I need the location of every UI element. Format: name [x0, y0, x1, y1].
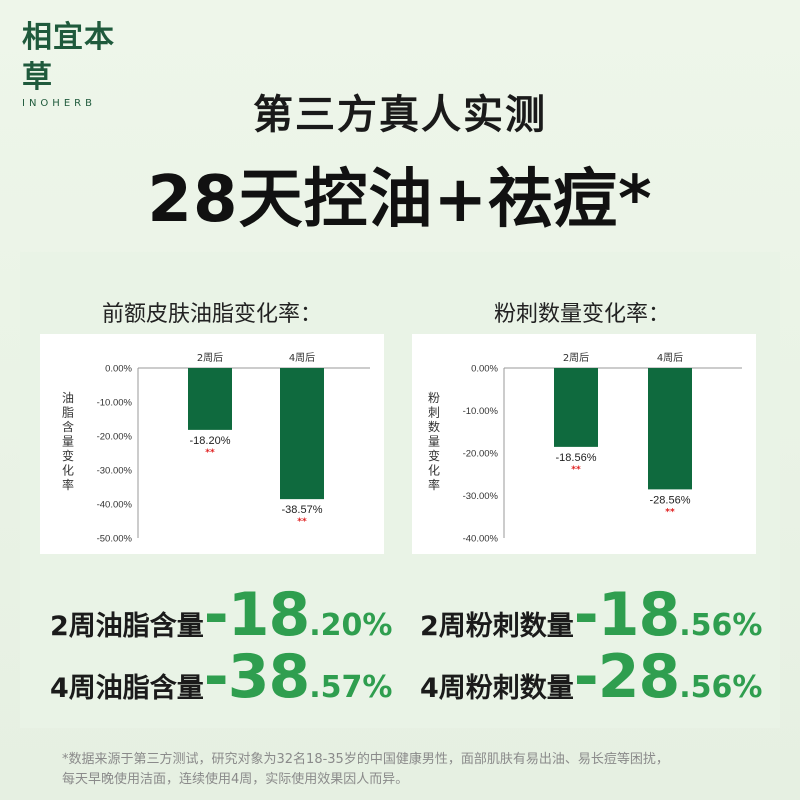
category-label: 4周后	[657, 352, 683, 364]
y-tick-label: -40.00%	[463, 534, 499, 545]
y-tick-label: -10.00%	[463, 406, 499, 417]
significance-mark: **	[571, 465, 581, 475]
brand-name-en: INOHERB	[22, 98, 96, 109]
headline-title: 28天控油+祛痘*	[147, 163, 653, 237]
stat-value-small: .57%	[309, 670, 393, 705]
stat-value-small: .56%	[679, 608, 763, 643]
y-axis-label-char: 率	[62, 477, 74, 492]
stat-label: 4周粉刺数量	[420, 673, 574, 704]
y-axis-label-char: 变	[62, 448, 74, 463]
acne-chart-title: 粉刺数量变化率：	[494, 302, 671, 327]
stat-oil-4w: 4周油脂含量 -38 .57%	[50, 642, 392, 712]
category-label: 2周后	[197, 352, 223, 364]
y-axis-label-char: 化	[62, 464, 74, 478]
y-axis-label-char: 量	[428, 435, 440, 449]
stat-label: 2周油脂含量	[50, 611, 204, 642]
data-label: -18.56%	[556, 452, 597, 464]
y-axis-label-char: 数	[428, 419, 440, 434]
stat-value-small: .56%	[679, 670, 763, 705]
significance-mark: **	[205, 448, 215, 458]
stat-acne-2w: 2周粉刺数量 -18 .56%	[420, 580, 762, 650]
acne-chart-svg: 0.00% -10.00% -20.00% -30.00% -40.00% 粉刺数量变化率…	[428, 352, 742, 545]
stat-acne-4w: 4周粉刺数量 -28 .56%	[420, 642, 762, 712]
bar	[188, 368, 232, 430]
y-tick-label: -30.00%	[463, 491, 499, 502]
footnote-line-1: *数据来源于第三方测试，研究对象为32名18-35岁的中国健康男性，面部肌肤有易…	[62, 752, 669, 767]
data-label: -38.57%	[282, 504, 323, 516]
bar	[648, 368, 692, 490]
headline-subtitle: 第三方真人实测	[253, 92, 547, 138]
y-tick-label: -20.00%	[97, 432, 133, 443]
brand-name-cn: 相宜本草	[22, 20, 115, 95]
bar	[280, 368, 324, 500]
y-tick-label: -40.00%	[97, 500, 133, 511]
stat-oil-2w: 2周油脂含量 -18 .20%	[50, 580, 392, 650]
footnote: *数据来源于第三方测试，研究对象为32名18-35岁的中国健康男性，面部肌肤有易…	[62, 750, 762, 790]
stat-value-big: -18	[203, 580, 310, 650]
y-tick-label: -50.00%	[97, 534, 133, 545]
y-axis-label-char: 化	[428, 464, 440, 478]
footnote-line-2: 每天早晚使用洁面，连续使用4周，实际使用效果因人而异。	[62, 772, 409, 787]
data-label: -28.56%	[650, 494, 691, 506]
y-axis-label-char: 脂	[62, 405, 74, 420]
significance-mark: **	[665, 507, 675, 517]
stat-value-big: -18	[573, 580, 680, 650]
y-axis-label-char: 刺	[428, 406, 440, 420]
oil-chart-svg: 0.00% -10.00% -20.00% -30.00% -40.00% -50.00%…	[62, 352, 370, 545]
y-tick-label: 0.00%	[105, 364, 132, 375]
stat-value-big: -28	[573, 642, 680, 712]
y-tick-label: 0.00%	[471, 364, 498, 375]
bar	[554, 368, 598, 447]
data-label: -18.20%	[190, 435, 231, 447]
y-tick-label: -30.00%	[97, 466, 133, 477]
y-axis-label-char: 变	[428, 448, 440, 463]
y-axis-label-char: 粉	[428, 391, 440, 405]
brand-logo: 相宜本草 INOHERB	[22, 18, 142, 109]
oil-chart: 0.00% -10.00% -20.00% -30.00% -40.00% -50.00%…	[40, 334, 384, 554]
category-label: 4周后	[289, 352, 315, 364]
y-tick-label: -10.00%	[97, 398, 133, 409]
y-tick-label: -20.00%	[463, 449, 499, 460]
stat-label: 4周油脂含量	[50, 673, 204, 704]
category-label: 2周后	[563, 352, 589, 364]
y-axis-label-char: 含	[62, 419, 74, 434]
oil-chart-title: 前额皮肤油脂变化率：	[102, 302, 323, 327]
y-axis-label-char: 油	[62, 391, 74, 405]
acne-chart: 0.00% -10.00% -20.00% -30.00% -40.00% 粉刺数量变化率…	[412, 334, 756, 554]
stat-value-small: .20%	[309, 608, 393, 643]
significance-mark: **	[297, 517, 307, 527]
y-axis-label-char: 率	[428, 477, 440, 492]
stat-value-big: -38	[203, 642, 310, 712]
stat-label: 2周粉刺数量	[420, 611, 574, 642]
y-axis-label-char: 量	[62, 435, 74, 449]
